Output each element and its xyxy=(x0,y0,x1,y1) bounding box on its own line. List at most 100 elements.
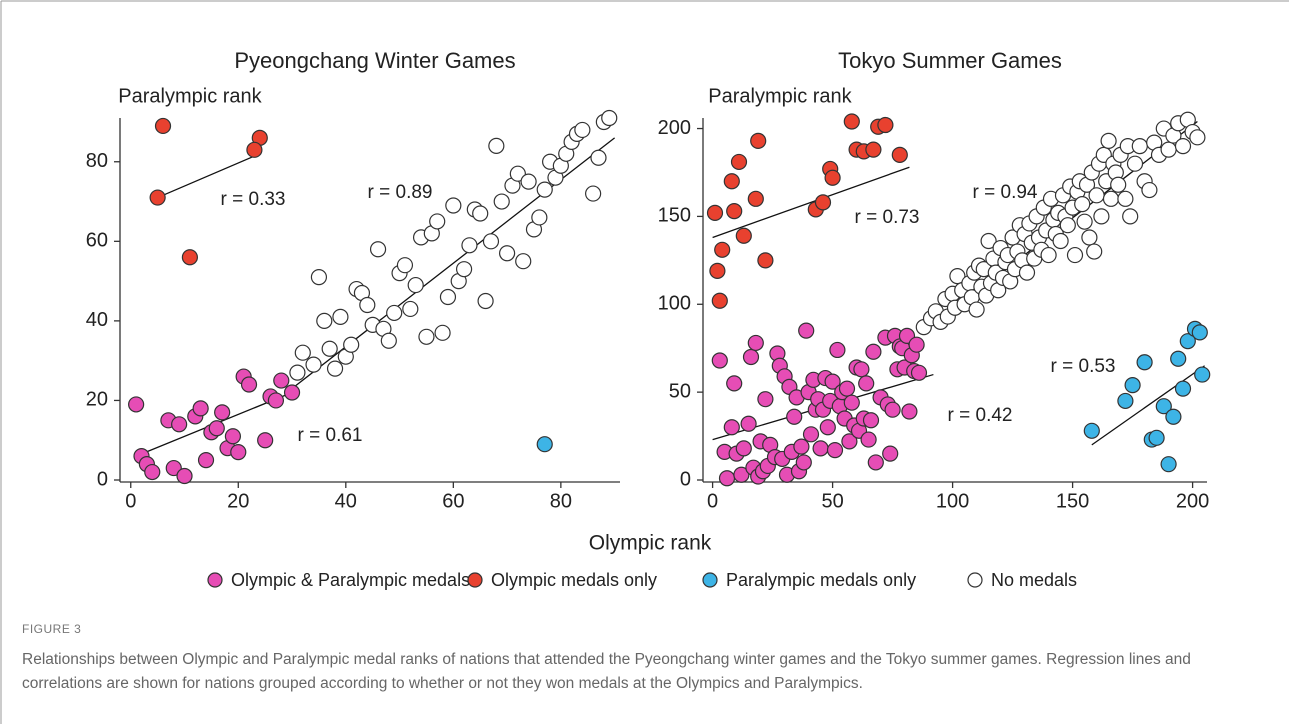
point xyxy=(824,373,841,390)
y-tick-label: 150 xyxy=(658,205,691,227)
point xyxy=(472,205,489,222)
x-tick-label: 80 xyxy=(550,490,572,512)
chart-title: Tokyo Summer Games xyxy=(838,48,1062,73)
point xyxy=(434,324,451,341)
point xyxy=(882,445,899,462)
annotation: r = 0.33 xyxy=(221,189,286,210)
x-tick-label: 150 xyxy=(1056,490,1089,512)
point xyxy=(1081,229,1098,246)
y-tick-label: 20 xyxy=(86,389,108,411)
point xyxy=(1126,155,1144,172)
y-tick-label: 200 xyxy=(658,117,691,139)
point xyxy=(369,241,387,258)
point xyxy=(176,467,193,485)
point xyxy=(1066,246,1084,264)
point xyxy=(294,344,311,361)
point xyxy=(949,268,966,285)
point xyxy=(853,361,870,378)
point xyxy=(1088,187,1105,204)
point xyxy=(536,181,553,198)
point xyxy=(1040,246,1057,264)
point xyxy=(1100,132,1117,149)
point xyxy=(1160,456,1177,473)
legend-label: Olympic medals only xyxy=(491,570,657,590)
point xyxy=(1155,398,1172,415)
point xyxy=(1052,232,1069,250)
point xyxy=(714,241,731,258)
point xyxy=(208,420,225,437)
point xyxy=(1074,196,1091,213)
point xyxy=(590,149,607,166)
point xyxy=(1124,377,1141,394)
annotation: r = 0.89 xyxy=(368,182,433,203)
point xyxy=(515,253,532,270)
point xyxy=(149,189,166,206)
point xyxy=(128,396,145,413)
point xyxy=(747,334,764,352)
y-tick-label: 0 xyxy=(97,468,108,490)
x-tick-label: 200 xyxy=(1176,490,1209,512)
point xyxy=(1189,129,1206,146)
point xyxy=(858,375,875,392)
annotation: r = 0.94 xyxy=(973,182,1038,203)
regression-line xyxy=(712,166,910,239)
x-tick-label: 100 xyxy=(936,490,969,512)
point xyxy=(1191,324,1208,341)
point xyxy=(1141,181,1158,199)
point xyxy=(860,431,877,448)
point xyxy=(750,132,767,149)
point xyxy=(826,442,844,459)
legend-label: No medals xyxy=(991,570,1077,590)
point xyxy=(1160,141,1177,158)
point xyxy=(246,141,263,158)
point xyxy=(1179,333,1196,350)
point xyxy=(531,209,548,226)
point xyxy=(445,197,462,214)
point xyxy=(723,419,740,436)
point xyxy=(733,466,750,483)
point xyxy=(1165,408,1182,425)
point xyxy=(862,412,880,429)
point xyxy=(819,419,836,436)
point xyxy=(316,312,333,329)
point xyxy=(574,121,591,139)
point xyxy=(843,113,860,130)
point xyxy=(181,249,198,266)
point xyxy=(455,261,473,278)
regression-line xyxy=(1091,365,1205,446)
point xyxy=(795,454,812,471)
point xyxy=(396,257,414,274)
point xyxy=(197,452,215,469)
x-tick-label: 60 xyxy=(442,490,464,512)
point xyxy=(520,173,537,190)
point xyxy=(273,372,290,389)
x-tick-label: 40 xyxy=(335,490,357,512)
point xyxy=(706,204,724,221)
point xyxy=(798,322,815,339)
point xyxy=(1086,243,1103,260)
point xyxy=(321,340,338,357)
point xyxy=(418,328,435,345)
y-tick-label: 80 xyxy=(86,150,108,172)
point xyxy=(1076,213,1093,230)
legend-marker xyxy=(702,572,718,588)
point xyxy=(386,304,403,322)
x-tick-label: 50 xyxy=(821,490,843,512)
point xyxy=(224,428,242,445)
point xyxy=(740,415,757,432)
point xyxy=(343,336,360,353)
y-tick-label: 40 xyxy=(86,309,108,331)
point xyxy=(461,237,478,254)
y-axis-label: Paralympic rank xyxy=(118,85,262,107)
point xyxy=(498,245,516,262)
legend-marker xyxy=(207,572,223,588)
point xyxy=(283,384,301,401)
point xyxy=(901,403,918,420)
point xyxy=(786,408,803,425)
point xyxy=(1122,208,1139,225)
point xyxy=(192,400,209,417)
point xyxy=(326,360,344,377)
point xyxy=(793,438,810,455)
legend-marker xyxy=(967,572,983,588)
point xyxy=(814,194,832,211)
